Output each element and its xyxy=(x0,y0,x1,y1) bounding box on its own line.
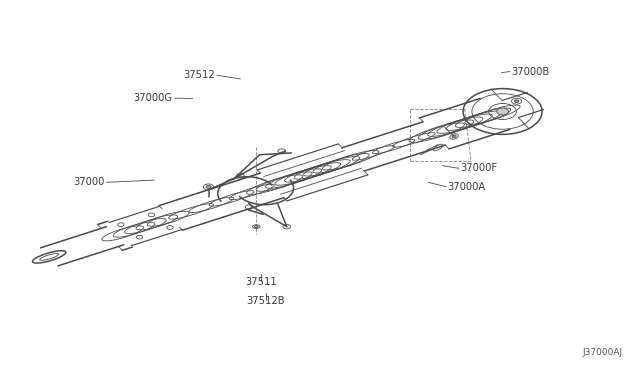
Text: 37000G: 37000G xyxy=(133,93,172,103)
Ellipse shape xyxy=(515,100,519,102)
Ellipse shape xyxy=(254,226,258,228)
Ellipse shape xyxy=(206,185,211,188)
Text: 37512B: 37512B xyxy=(246,296,285,306)
Text: 37000F: 37000F xyxy=(460,163,497,173)
Text: 37000B: 37000B xyxy=(511,67,549,77)
Ellipse shape xyxy=(497,108,509,115)
Text: J37000AJ: J37000AJ xyxy=(582,347,623,357)
Text: 37511: 37511 xyxy=(246,277,277,287)
Ellipse shape xyxy=(452,135,456,138)
Text: 37000A: 37000A xyxy=(447,182,486,192)
Text: 37000: 37000 xyxy=(73,177,104,187)
Text: 37512: 37512 xyxy=(183,70,215,80)
